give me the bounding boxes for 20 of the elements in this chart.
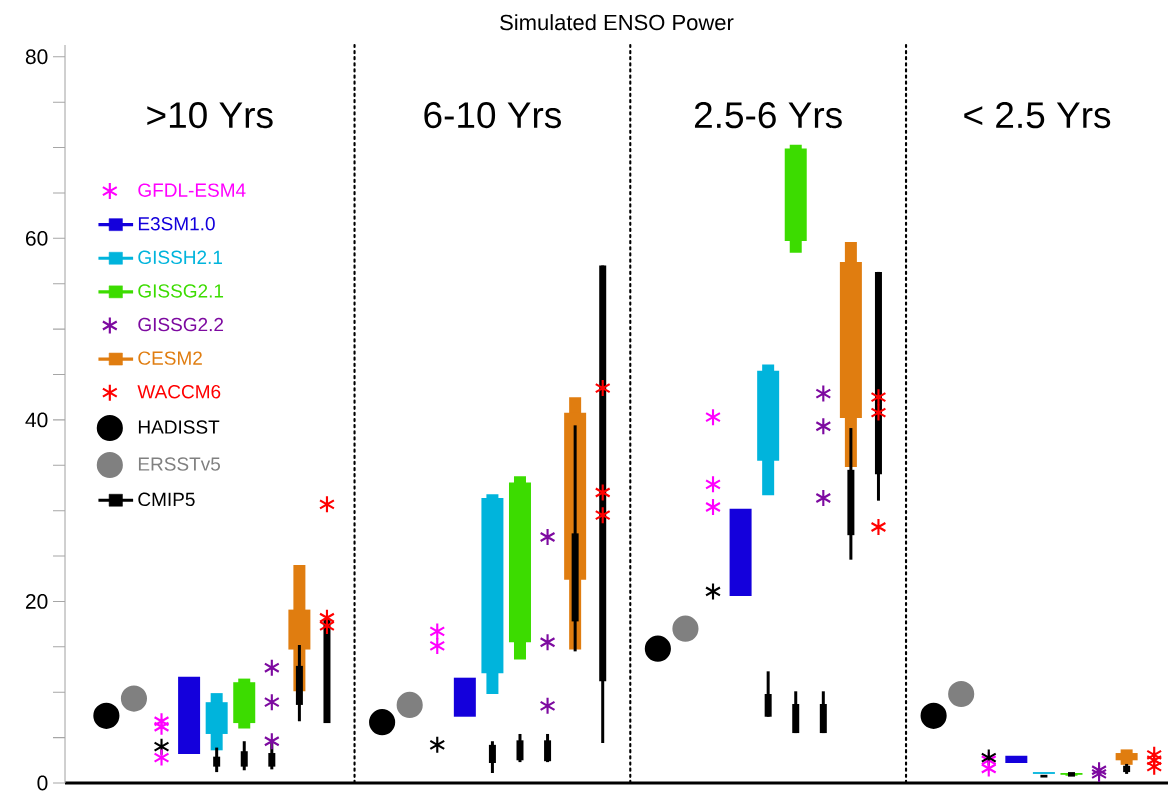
y-tick-label: 40 [25,412,48,428]
legend-label: GFDL-ESM4 [138,183,246,197]
annotation: < 2.5 Yrs [964,102,1111,129]
annotation: >10 Yrs [147,102,273,129]
legend-label: ERSSTv5 [138,457,220,471]
legend-label: CMIP5 [138,492,195,507]
y-tick-label: 80 [25,49,48,65]
legend-label: HADISST [138,420,220,434]
legend-label: CESM2 [138,351,202,365]
annotation: 6-10 Yrs [424,102,561,129]
legend-label: GISSG2.2 [138,317,224,332]
legend-label: E3SM1.0 [138,217,215,231]
y-tick-label: 20 [25,594,48,609]
y-tick-label: 0 [37,775,48,791]
chart-title: Simulated ENSO Power [500,14,734,31]
legend-label: WACCM6 [137,385,221,399]
legend-label: GISSH2.1 [138,250,222,265]
legend-label: GISSG2.1 [138,284,224,298]
y-tick-label: 60 [26,230,48,246]
annotation: 2.5-6 Yrs [694,102,842,129]
